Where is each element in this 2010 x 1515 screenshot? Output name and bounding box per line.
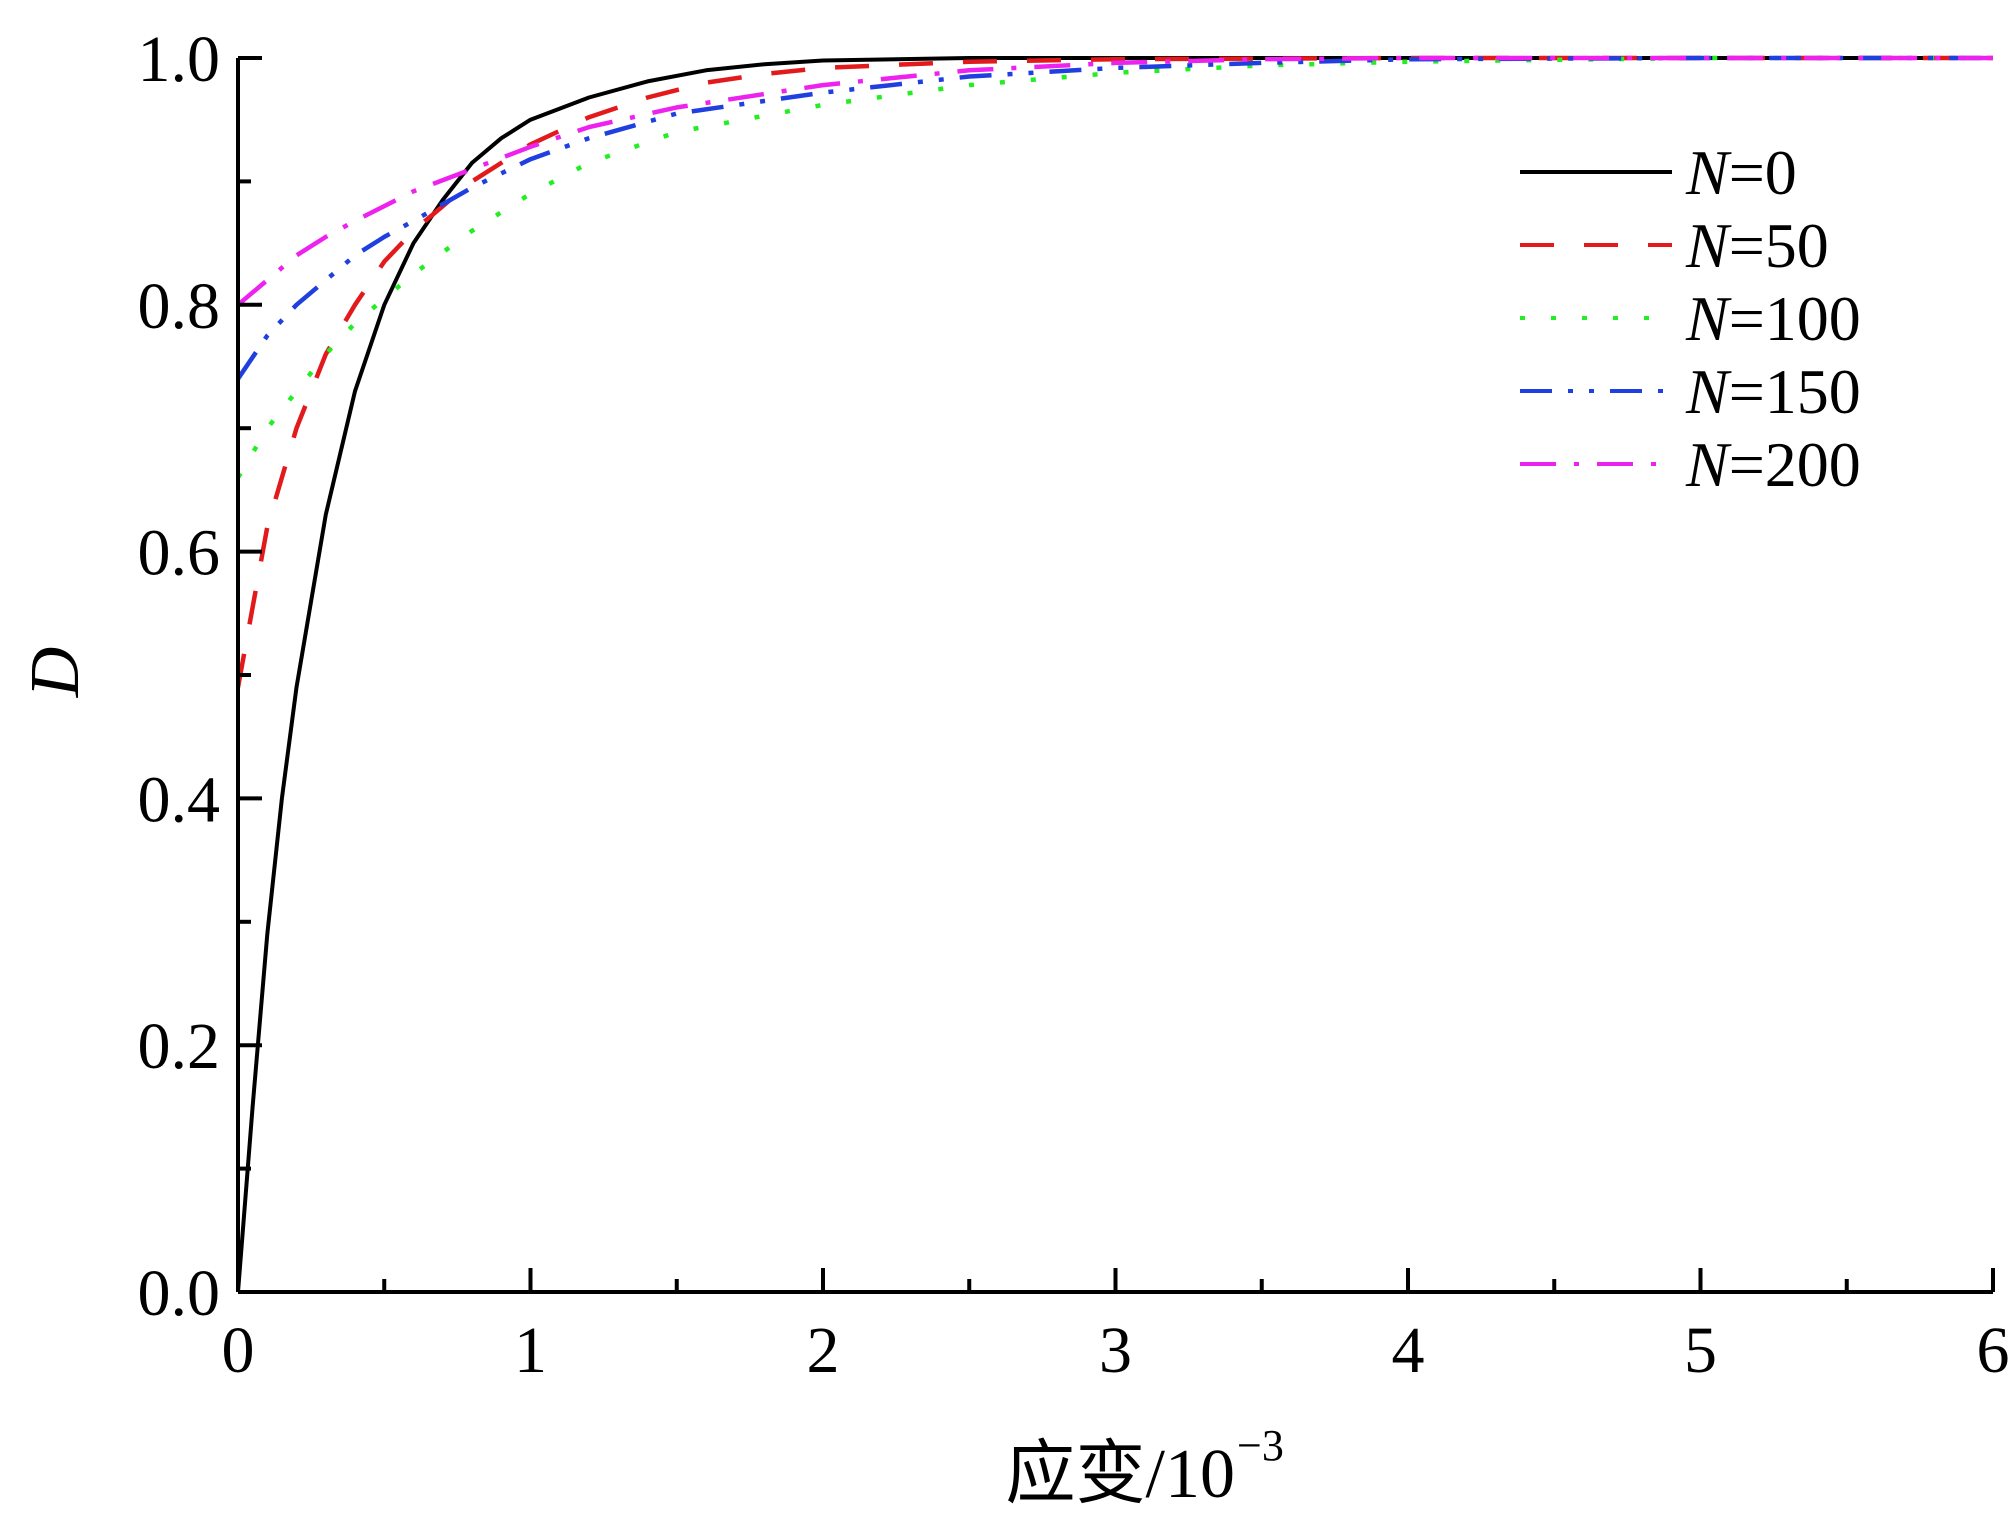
legend-label-2: N=100: [1685, 283, 1861, 354]
legend-value: =200: [1729, 429, 1861, 500]
y-tick-label: 0.4: [138, 763, 221, 836]
x-tick-label: 0: [222, 1314, 255, 1387]
legend-label-1: N=50: [1685, 210, 1829, 281]
ticks: [236, 56, 1995, 1294]
legend-label-0: N=0: [1685, 137, 1797, 208]
legend-symbol: N: [1685, 429, 1732, 500]
legend-label-3: N=150: [1685, 356, 1861, 427]
x-axis-title: 应变/10: [1006, 1436, 1235, 1513]
series-line-1: [238, 55, 1993, 688]
y-tick-label: 1.0: [138, 23, 221, 96]
legend-label-4: N=200: [1685, 429, 1861, 500]
legend-value: =100: [1729, 283, 1861, 354]
legend-value: =0: [1729, 137, 1797, 208]
y-tick-label: 0.8: [138, 270, 221, 343]
x-tick-label: 2: [807, 1314, 840, 1387]
legend-symbol: N: [1685, 210, 1732, 281]
series-line-0: [238, 56, 1993, 1292]
x-axis-title-exponent: −3: [1237, 1421, 1284, 1470]
legend-value: =50: [1729, 210, 1829, 281]
y-axis-title: D: [17, 647, 94, 699]
legend-symbol: N: [1685, 137, 1732, 208]
y-tick-label: 0.6: [138, 517, 221, 590]
x-tick-label: 5: [1684, 1314, 1717, 1387]
legend-symbol: N: [1685, 283, 1732, 354]
x-tick-label: 4: [1392, 1314, 1425, 1387]
x-tick-label: 1: [514, 1314, 547, 1387]
y-tick-label: 0.0: [138, 1257, 221, 1330]
legend-value: =150: [1729, 356, 1861, 427]
tick-labels: 0 1 2 3 4 5 6 0.0 0.2 0.4 0.6 0.8 1.0: [138, 23, 2010, 1387]
x-tick-label: 3: [1099, 1314, 1132, 1387]
plot-area: [238, 55, 1993, 1292]
x-tick-label: 6: [1977, 1314, 2010, 1387]
legend-symbol: N: [1685, 356, 1732, 427]
y-tick-label: 0.2: [138, 1010, 221, 1083]
series-line-4: [238, 55, 1993, 307]
